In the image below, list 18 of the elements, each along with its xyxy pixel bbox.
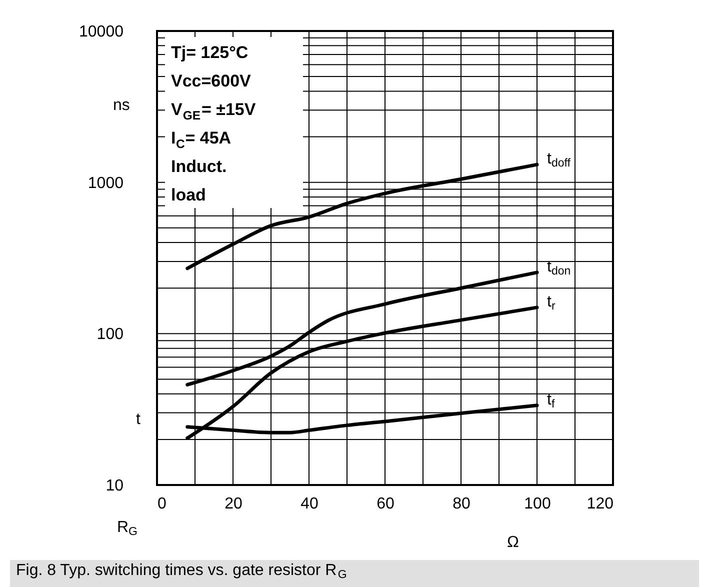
text: Ω — [507, 534, 519, 551]
y-axis-title: t — [136, 411, 141, 428]
x-tick-label: 20 — [224, 496, 242, 512]
annotation: Tj= 125°C — [171, 43, 248, 62]
x-tick-label: 80 — [452, 496, 470, 512]
annotation: Induct. — [171, 157, 227, 176]
x-tick-label: 120 — [586, 496, 614, 512]
annotation: Vcc=600V — [171, 72, 252, 90]
y-tick-label: 100 — [96, 326, 124, 344]
y-tick-label: 10 — [106, 478, 124, 494]
text: ns — [113, 97, 130, 114]
annotation: load — [171, 186, 206, 204]
y-tick-label: 1000 — [88, 174, 124, 192]
x-tick-label: 100 — [524, 496, 551, 512]
x-tick-label: 60 — [376, 496, 394, 512]
x-tick-label: 40 — [300, 496, 318, 512]
y-tick-label: 10000 — [79, 24, 124, 40]
x-tick-label: 0 — [158, 496, 166, 512]
